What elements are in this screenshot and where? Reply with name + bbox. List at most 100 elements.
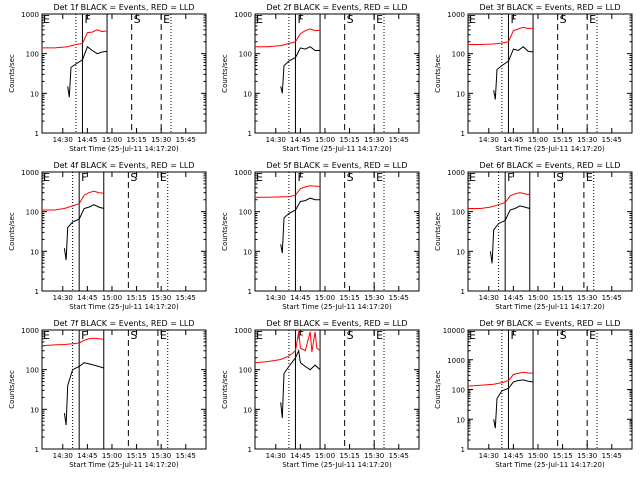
y-tick-label: 100 xyxy=(452,209,465,217)
x-tick-label: 14:30 xyxy=(266,136,286,144)
lld-series-line xyxy=(254,331,321,364)
interval-label: E xyxy=(376,13,383,26)
interval-label: F xyxy=(81,329,87,342)
events-series-line xyxy=(63,362,104,426)
y-tick-label: 10 xyxy=(456,248,465,256)
y-tick-label: 100 xyxy=(239,51,252,59)
x-tick-label: 15:15 xyxy=(552,294,572,302)
interval-label: E xyxy=(376,171,383,184)
x-tick-label: 15:45 xyxy=(176,452,196,460)
x-axis-label: Start Time (25-Jul-11 14:17:20) xyxy=(69,145,179,153)
y-tick-label: 1 xyxy=(35,446,39,454)
x-tick-label: 15:45 xyxy=(389,294,409,302)
x-tick-label: 15:00 xyxy=(315,136,335,144)
y-tick-label: 10 xyxy=(456,416,465,424)
lld-series-line xyxy=(41,337,104,347)
x-tick-label: 14:30 xyxy=(53,136,73,144)
lld-series-line xyxy=(255,185,321,198)
detector-panel: Det 5f BLACK = Events, RED = LLD 1 10 100 10… xyxy=(221,161,420,311)
x-tick-label: 15:15 xyxy=(339,452,359,460)
x-tick-label: 15:00 xyxy=(528,136,548,144)
x-tick-label: 14:45 xyxy=(77,452,97,460)
x-tick-label: 15:00 xyxy=(102,452,122,460)
interval-label: S xyxy=(347,329,354,342)
interval-label: E xyxy=(586,171,593,184)
x-tick-label: 15:15 xyxy=(126,294,146,302)
x-tick-label: 15:15 xyxy=(339,136,359,144)
panel-title: Det 3f BLACK = Events, RED = LLD xyxy=(479,3,620,12)
x-tick-label: 14:30 xyxy=(53,294,73,302)
x-tick-label: 15:00 xyxy=(315,452,335,460)
y-axis-label: Counts/sec xyxy=(221,54,229,93)
detector-panel: Det 9f BLACK = Events, RED = LLD 1 10 100 10… xyxy=(434,319,633,469)
interval-label: F xyxy=(510,329,516,342)
panel-title: Det 6f BLACK = Events, RED = LLD xyxy=(479,161,620,170)
interval-label: S xyxy=(560,329,567,342)
events-series-line xyxy=(280,46,321,94)
x-tick-label: 15:15 xyxy=(126,452,146,460)
lld-series-line xyxy=(255,28,321,48)
interval-label: E xyxy=(160,329,167,342)
interval-label: E xyxy=(376,329,383,342)
interval-label: S xyxy=(130,329,137,342)
panel-title: Det 5f BLACK = Events, RED = LLD xyxy=(266,161,407,170)
interval-label: S xyxy=(556,171,563,184)
events-series-line xyxy=(493,46,534,100)
lld-series-line xyxy=(468,192,530,209)
y-axis-label: Counts/sec xyxy=(221,212,229,251)
y-axis-label: Counts/sec xyxy=(221,370,229,409)
interval-label: E xyxy=(469,171,476,184)
x-tick-label: 15:45 xyxy=(602,136,622,144)
y-axis-label: Counts/sec xyxy=(8,370,16,409)
x-tick-label: 15:45 xyxy=(389,136,409,144)
y-tick-label: 10 xyxy=(243,248,252,256)
y-tick-label: 100 xyxy=(452,51,465,59)
events-series-line xyxy=(67,45,108,98)
x-tick-label: 15:45 xyxy=(602,294,622,302)
interval-label: E xyxy=(589,329,596,342)
x-tick-label: 14:30 xyxy=(479,452,499,460)
y-tick-label: 1 xyxy=(461,446,465,454)
x-axis-label: Start Time (25-Jul-11 14:17:20) xyxy=(495,303,605,311)
x-tick-label: 15:00 xyxy=(315,294,335,302)
y-tick-label: 100 xyxy=(239,209,252,217)
lld-series-line xyxy=(467,371,534,387)
x-tick-label: 14:45 xyxy=(77,294,97,302)
y-tick-label: 1000 xyxy=(234,169,252,177)
x-tick-label: 14:30 xyxy=(266,294,286,302)
x-tick-label: 14:45 xyxy=(503,452,523,460)
x-tick-label: 15:15 xyxy=(552,452,572,460)
interval-label: E xyxy=(589,13,596,26)
x-tick-label: 15:30 xyxy=(151,452,171,460)
interval-label: E xyxy=(469,329,476,342)
y-tick-label: 1 xyxy=(461,288,465,296)
x-axis-label: Start Time (25-Jul-11 14:17:20) xyxy=(282,145,392,153)
interval-label: E xyxy=(256,171,263,184)
x-tick-label: 15:00 xyxy=(528,452,548,460)
events-series-line xyxy=(493,379,534,429)
interval-label: F xyxy=(510,13,516,26)
panel-title: Det 9f BLACK = Events, RED = LLD xyxy=(479,319,620,328)
plot-frame xyxy=(467,13,633,134)
events-series-line xyxy=(280,197,321,254)
y-tick-label: 1 xyxy=(248,288,252,296)
y-axis-label: Counts/sec xyxy=(8,54,16,93)
x-tick-label: 15:30 xyxy=(364,136,384,144)
plot-frame xyxy=(41,329,207,450)
plot-frame xyxy=(41,171,207,292)
lld-series-line xyxy=(468,26,534,45)
interval-label: E xyxy=(469,13,476,26)
events-series-line xyxy=(63,204,104,261)
y-tick-label: 1000 xyxy=(447,169,465,177)
interval-label: F xyxy=(81,171,87,184)
detector-panel: Det 1f BLACK = Events, RED = LLD 1 10 100 10… xyxy=(8,3,207,153)
detector-panel: Det 7f BLACK = Events, RED = LLD 1 10 100 10… xyxy=(8,319,207,469)
detector-panel: Det 2f BLACK = Events, RED = LLD 1 10 100 10… xyxy=(221,3,420,153)
interval-label: F xyxy=(297,171,303,184)
x-tick-label: 14:30 xyxy=(266,452,286,460)
x-tick-label: 14:30 xyxy=(479,136,499,144)
y-tick-label: 1000 xyxy=(234,327,252,335)
x-tick-label: 15:45 xyxy=(602,452,622,460)
y-tick-label: 1000 xyxy=(447,357,465,365)
x-axis-label: Start Time (25-Jul-11 14:17:20) xyxy=(282,303,392,311)
